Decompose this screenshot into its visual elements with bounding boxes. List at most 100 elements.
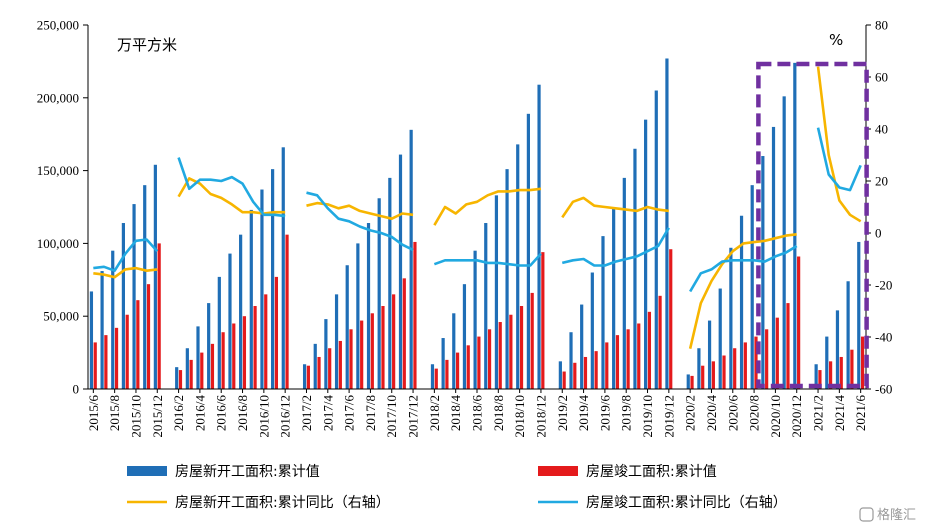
x-tick-label: 2021/4 (832, 395, 847, 432)
completed-bar (583, 356, 588, 389)
new-start-bar (484, 223, 488, 389)
completed-bar (498, 322, 502, 389)
new-start-bar (846, 281, 850, 389)
x-tick-label: 2017/6 (342, 395, 357, 432)
completed-bar (818, 370, 822, 389)
new-start-bar (601, 236, 605, 389)
new-start-bar (398, 154, 403, 389)
completed-bar (743, 342, 747, 389)
completed-bar (615, 335, 620, 389)
completed-bar (402, 278, 406, 389)
completed-yoy-line (93, 127, 862, 293)
x-tick-label: 2017/12 (406, 395, 421, 438)
completed-bar (413, 241, 417, 389)
completed-bar (210, 343, 215, 389)
right-tick-label: -40 (875, 330, 892, 345)
line-layer (93, 66, 862, 349)
new-start-bar (334, 294, 339, 389)
right-tick-label: 20 (875, 174, 888, 189)
legend-swatch-2 (538, 466, 578, 476)
completed-bar (733, 348, 737, 389)
new-start-bar (175, 367, 179, 389)
new-start-bar (782, 96, 786, 389)
completed-bar (594, 351, 598, 389)
completed-bar (232, 323, 236, 389)
new-start-bar (302, 364, 307, 389)
completed-bar (530, 292, 534, 389)
new-start-bar (814, 364, 818, 389)
completed-bar (221, 332, 225, 389)
completed-bar (338, 340, 342, 389)
legend-label-1: 房屋新开工面积:累计值 (175, 464, 320, 480)
new-start-bar (707, 320, 712, 389)
new-start-bar (729, 247, 733, 389)
new-start-bar (196, 326, 200, 389)
completed-bar (765, 329, 769, 389)
new-start-bar (249, 209, 253, 389)
completed-bar (786, 303, 790, 389)
new-start-bar (739, 215, 744, 389)
completed-bar (104, 335, 108, 389)
new-start-bar (537, 84, 541, 389)
x-tick-label: 2021/6 (853, 395, 868, 432)
x-tick-label: 2015/6 (86, 395, 101, 432)
completed-bar (306, 365, 310, 389)
legend-swatch-1 (127, 466, 167, 476)
completed-bar (253, 306, 257, 389)
legend-label-2: 房屋竣工面积:累计值 (586, 464, 717, 480)
new-start-bar (271, 169, 275, 389)
completed-bar (466, 345, 470, 389)
new-start-bar (313, 343, 317, 389)
left-tick-label: 50,000 (43, 309, 79, 324)
x-tick-label: 2017/2 (299, 395, 314, 431)
x-tick-label: 2016/2 (171, 395, 186, 431)
x-tick-label: 2018/4 (448, 395, 463, 432)
completed-bar (317, 356, 321, 389)
completed-bar (637, 323, 641, 389)
new-start-bar (345, 265, 349, 389)
completed-bar (242, 316, 247, 389)
new-start-bar (217, 276, 221, 389)
completed-bar (626, 329, 630, 389)
completed-bar (754, 336, 758, 389)
new-start-bar (793, 62, 797, 390)
completed-bar (711, 361, 715, 389)
x-tick-label: 2015/12 (150, 395, 165, 438)
new-start-bar (441, 338, 445, 389)
new-start-bar (686, 374, 690, 389)
completed-bar (690, 375, 694, 389)
completed-bar (701, 365, 705, 389)
new-start-bar (388, 177, 392, 389)
x-tick-label: 2020/10 (768, 395, 783, 438)
x-tick-label: 2018/6 (470, 395, 485, 432)
watermark-logo-icon (859, 507, 874, 522)
completed-bar (669, 249, 673, 389)
new-start-bar (239, 234, 243, 389)
watermark-text: 格隆汇 (877, 507, 916, 523)
left-tick-label: 150,000 (37, 163, 79, 178)
legend-label-3: 房屋新开工面积:累计同比（右轴） (175, 495, 390, 511)
new-start-bar (462, 284, 467, 389)
x-tick-label: 2017/8 (363, 395, 378, 431)
new-start-bar (697, 348, 701, 389)
completed-bar (146, 284, 151, 389)
completed-bar (125, 314, 129, 389)
x-tick-label: 2019/6 (597, 395, 612, 432)
completed-bar (519, 306, 524, 389)
new-start-bar (366, 223, 371, 389)
x-tick-label: 2016/10 (256, 395, 271, 438)
x-tick-label: 2016/8 (235, 395, 250, 431)
new-start-bar (100, 271, 104, 389)
new-start-bar (409, 129, 413, 389)
x-tick-label: 2018/10 (512, 395, 527, 438)
completed-bar (285, 234, 289, 389)
new-start-bar (505, 169, 509, 389)
completed-bar (573, 362, 577, 389)
x-tick-label: 2017/4 (320, 395, 335, 432)
highlight-rect (756, 61, 869, 389)
new-start-bar (228, 253, 232, 389)
right-tick-label: -60 (875, 382, 892, 397)
x-tick-label: 2019/2 (555, 395, 570, 431)
new-start-bar (89, 291, 94, 389)
axes: 0 50,000 100,000 150,000 200,000 250,000 -60 -4… (37, 18, 893, 438)
